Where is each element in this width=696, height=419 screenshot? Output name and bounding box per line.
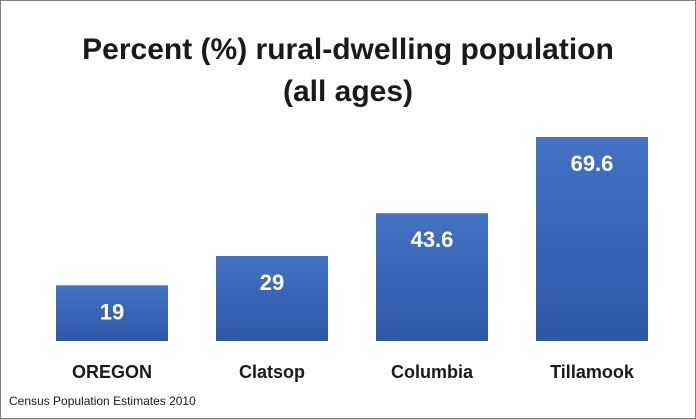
bar-clatsop (216, 256, 328, 341)
chart-title-line-1: Percent (%) rural-dwelling population (82, 33, 614, 66)
value-label-columbia: 43.6 (411, 227, 454, 252)
category-labels-group: OREGON Clatsop Columbia Tillamook (72, 362, 635, 382)
value-label-clatsop: 29 (260, 270, 284, 295)
bars-group: 19 29 43.6 69.6 (56, 137, 648, 341)
chart-title-line-2: (all ages) (283, 75, 413, 108)
source-note: Census Population Estimates 2010 (9, 394, 196, 408)
value-label-tillamook: 69.6 (571, 151, 614, 176)
category-label-columbia: Columbia (391, 362, 474, 382)
value-label-oregon: 19 (100, 299, 124, 324)
category-label-tillamook: Tillamook (550, 362, 635, 382)
category-label-oregon: OREGON (72, 362, 152, 382)
category-label-clatsop: Clatsop (239, 362, 305, 382)
bar-oregon (56, 285, 168, 341)
bar-columbia (376, 213, 488, 341)
bar-tillamook (536, 137, 648, 341)
